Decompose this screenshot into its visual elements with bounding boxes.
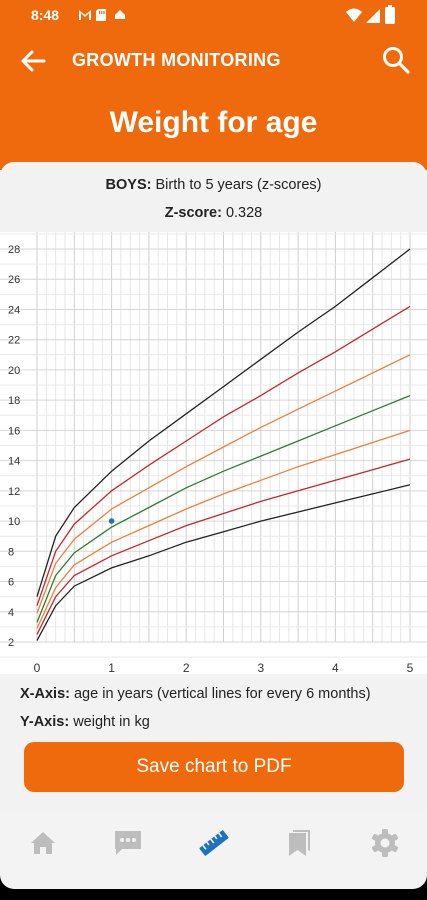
gear-icon[interactable] xyxy=(369,827,401,859)
zscore-curve-0 xyxy=(36,484,411,641)
x-axis-text: age in years (vertical lines for every 6… xyxy=(69,686,371,702)
back-arrow-icon[interactable] xyxy=(18,46,48,76)
zscore-label: Z-score: xyxy=(164,205,222,221)
cloud-icon xyxy=(115,10,125,19)
y-tick-label: 18 xyxy=(8,395,20,407)
y-tick-label: 24 xyxy=(8,304,20,316)
zscore-curve-1 xyxy=(36,458,411,635)
search-icon[interactable] xyxy=(380,44,412,76)
sd-card-icon xyxy=(96,9,106,21)
chat-icon[interactable] xyxy=(112,827,144,859)
y-tick-label: 8 xyxy=(8,546,14,558)
y-tick-label: 12 xyxy=(8,486,20,498)
x-tick-label: 1 xyxy=(108,661,115,674)
gmail-icon xyxy=(79,10,91,20)
x-axis-label: X-Axis: xyxy=(20,686,70,702)
home-icon[interactable] xyxy=(27,827,59,859)
group-label: BOYS: xyxy=(105,177,152,193)
y-tick-label: 26 xyxy=(8,274,20,286)
zscore-curve-6 xyxy=(36,248,411,597)
system-home-bar xyxy=(0,875,427,900)
zscore-info: Z-score: 0.328 xyxy=(0,205,427,221)
x-tick-label: 5 xyxy=(407,661,414,674)
app-bar: GROWTH MONITORING xyxy=(0,32,427,88)
x-tick-label: 0 xyxy=(34,661,41,674)
y-tick-label: 4 xyxy=(8,607,14,619)
growth-chart-container: 2 4 6 8 10 12 14 16 18 20 22 24 26 28 0 1 2 3 4 5 xyxy=(0,232,427,675)
ruler-icon[interactable] xyxy=(198,827,230,859)
zscore-curve-2 xyxy=(36,429,411,629)
y-tick-label: 22 xyxy=(8,335,20,347)
signal-icon xyxy=(366,9,380,23)
zscore-curve-5 xyxy=(36,305,411,606)
bottom-nav xyxy=(0,810,427,875)
bookmark-icon[interactable] xyxy=(283,827,315,859)
page-title: Weight for age xyxy=(109,106,318,139)
chart-group-info: BOYS: Birth to 5 years (z-scores) xyxy=(0,177,427,193)
x-tick-label: 2 xyxy=(183,661,190,674)
zscore-value: 0.328 xyxy=(221,205,263,221)
wifi-icon xyxy=(346,8,362,22)
y-axis-text: weight in kg xyxy=(69,714,150,730)
x-tick-label: 4 xyxy=(332,661,339,674)
page-header: Weight for age xyxy=(0,88,427,170)
zscore-curve-3 xyxy=(36,394,411,623)
measurement-point xyxy=(108,518,115,524)
status-time: 8:48 xyxy=(31,7,60,23)
x-axis-info: X-Axis: age in years (vertical lines for… xyxy=(20,686,371,702)
battery-icon xyxy=(385,5,395,24)
app-title: GROWTH MONITORING xyxy=(72,50,281,70)
status-bar: 8:48 xyxy=(0,0,427,32)
group-value: Birth to 5 years (z-scores) xyxy=(151,177,322,193)
y-tick-label: 10 xyxy=(8,516,20,528)
y-axis-info: Y-Axis: weight in kg xyxy=(20,714,150,730)
x-tick-label: 3 xyxy=(257,661,264,674)
y-tick-label: 14 xyxy=(8,456,20,468)
y-axis-label: Y-Axis: xyxy=(20,714,70,730)
y-tick-label: 6 xyxy=(8,577,14,589)
zscore-curve-4 xyxy=(36,354,411,614)
y-tick-label: 20 xyxy=(8,365,20,377)
y-tick-label: 28 xyxy=(8,244,20,256)
save-pdf-button[interactable]: Save chart to PDF xyxy=(24,742,404,792)
y-tick-label: 16 xyxy=(8,425,20,437)
y-tick-label: 2 xyxy=(8,637,14,649)
